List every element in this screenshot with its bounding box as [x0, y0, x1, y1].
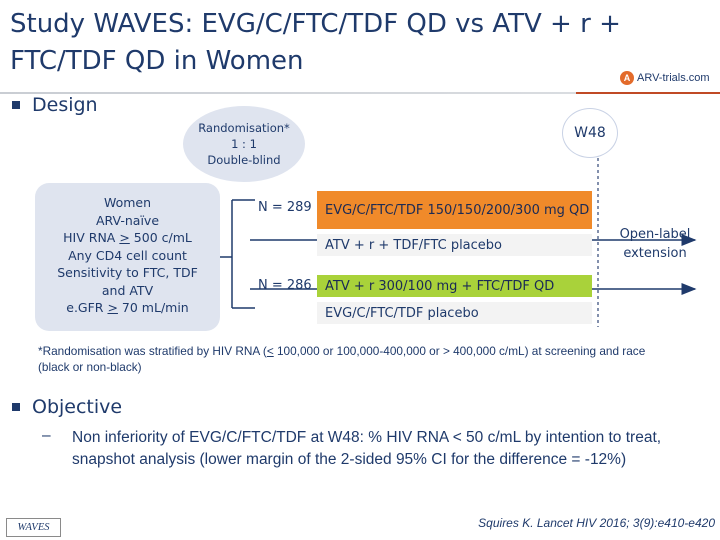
waves-badge: WAVES — [6, 518, 61, 537]
population-line-egfr: e.GFR > 70 mL/min — [35, 299, 220, 317]
footnote-operator: < — [266, 344, 274, 358]
design-heading-label: Design — [32, 94, 98, 116]
page-title: Study WAVES: EVG/C/FTC/TDF QD vs ATV + r… — [10, 9, 621, 76]
logo-mark-icon: A — [620, 71, 634, 85]
egfr-label: e.GFR — [66, 300, 108, 315]
objective-text: Non inferiority of EVG/C/FTC/TDF at W48:… — [72, 429, 662, 468]
randomisation-label: Randomisation* — [198, 121, 290, 135]
site-logo: A ARV-trials.com — [620, 68, 715, 88]
hiv-rna-operator: > — [119, 230, 130, 245]
randomisation-ellipse: Randomisation* 1 : 1 Double-blind — [183, 106, 305, 182]
open-label-extension: Open-label extension — [619, 227, 691, 261]
footnote-text-start: *Randomisation was stratified by HIV RNA… — [38, 344, 267, 358]
population-line-cd4: Any CD4 cell count — [68, 247, 187, 263]
randomisation-ratio: 1 : 1 — [231, 137, 257, 151]
arm1-n-label: N = 289 — [258, 200, 312, 215]
w48-circle: W48 — [562, 108, 618, 158]
population-box: Women ARV-naïve HIV RNA > 500 c/mL Any C… — [35, 183, 220, 331]
objective-dash: – — [42, 427, 51, 444]
population-line-atv: and ATV — [101, 282, 154, 298]
hiv-rna-label: HIV RNA — [63, 230, 120, 245]
objective-heading-label: Objective — [32, 396, 123, 418]
arm2-n-label: N = 286 — [258, 278, 312, 293]
arm1-placebo-bar: ATV + r + TDF/FTC placebo — [317, 234, 592, 256]
title-divider — [0, 92, 720, 94]
population-line-women: Women — [103, 195, 152, 210]
design-heading: Design — [12, 94, 98, 116]
randomisation-blinding: Double-blind — [207, 153, 281, 167]
hiv-rna-value: 500 c/mL — [129, 230, 192, 245]
egfr-value: 70 mL/min — [117, 300, 189, 315]
footnote-text-end: 100,000 or 100,000-400,000 or > 400,000 … — [38, 344, 646, 374]
arm1-active-bar: EVG/C/FTC/TDF 150/150/200/300 mg QD — [317, 191, 592, 229]
population-line-hiv-rna: HIV RNA > 500 c/mL — [35, 229, 220, 247]
bullet-square-icon — [12, 101, 20, 109]
arm2-placebo-bar: EVG/C/FTC/TDF placebo — [317, 302, 592, 324]
citation: Squires K. Lancet HIV 2016; 3(9):e410-e4… — [478, 516, 715, 530]
randomisation-footnote: *Randomisation was stratified by HIV RNA… — [38, 343, 678, 375]
population-line-naive: ARV-naïve — [95, 212, 160, 228]
egfr-operator: > — [107, 300, 118, 315]
population-line-sensitivity: Sensitivity to FTC, TDF — [57, 265, 198, 280]
arm2-active-bar: ATV + r 300/100 mg + FTC/TDF QD — [317, 275, 592, 297]
bullet-square-icon — [12, 403, 20, 411]
objective-heading: Objective — [12, 396, 122, 418]
logo-text: ARV-trials.com — [637, 72, 710, 84]
